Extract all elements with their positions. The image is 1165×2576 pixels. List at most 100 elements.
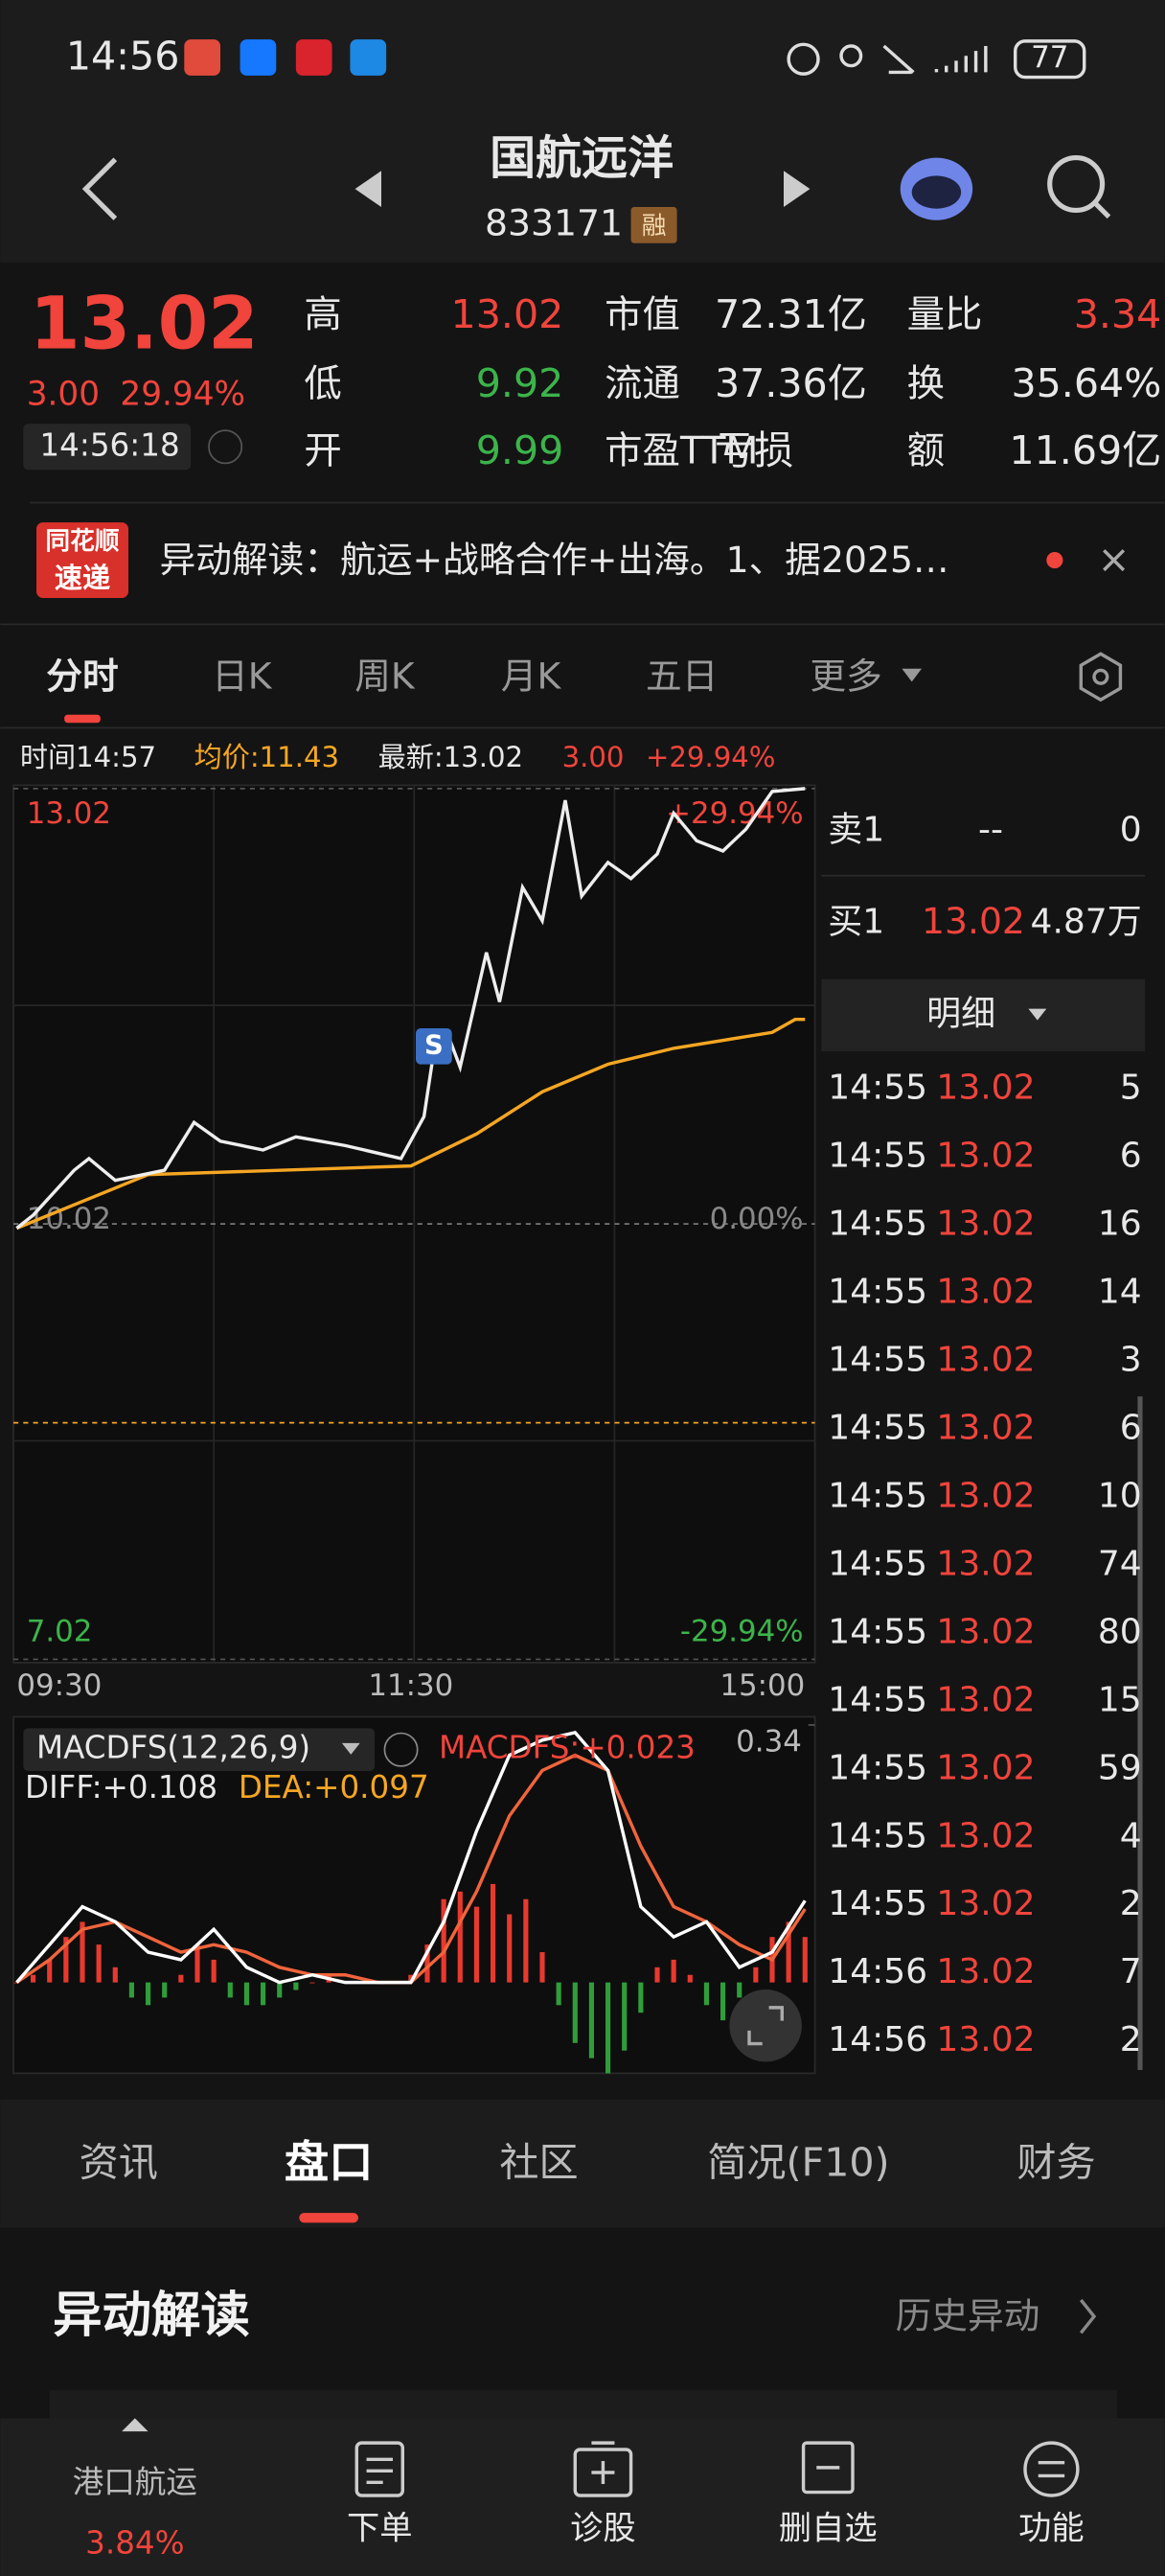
change: 3.00: [27, 376, 100, 414]
help-icon[interactable]: [383, 1732, 419, 1767]
signal-badge[interactable]: [416, 1027, 452, 1065]
trade-time: 14:55: [828, 1544, 927, 1583]
macd-title[interactable]: MACDFS(12,26,9): [36, 1730, 310, 1766]
trade-volume: 7: [1120, 1952, 1142, 1991]
stat-label: 市盈TTM: [605, 429, 758, 473]
trade-time: 14:55: [828, 1069, 927, 1108]
macd-bar: [128, 1982, 134, 1998]
ask-label: 卖1: [828, 810, 884, 849]
time-tick-label: 09:30: [16, 1668, 102, 1703]
close-icon[interactable]: [1103, 549, 1126, 572]
clock: 14:56: [66, 34, 180, 80]
badge: 融: [642, 212, 667, 241]
trade-volume: 10: [1098, 1476, 1142, 1515]
trade-time: 14:55: [828, 1884, 927, 1923]
trade-price: 13.02: [936, 1680, 1035, 1719]
price-line: [15, 787, 806, 1230]
trade-price: 13.02: [936, 1952, 1035, 1991]
nav-label[interactable]: 删自选: [779, 2509, 878, 2547]
stock-code: 833171: [485, 201, 623, 243]
section-tab[interactable]: 盘口: [285, 2136, 374, 2188]
section-tab[interactable]: 资讯: [80, 2139, 158, 2185]
dropdown-arrow: [1028, 1008, 1047, 1021]
trade-time: 14:55: [828, 1476, 927, 1515]
news-brand: 同花顺: [45, 527, 119, 556]
macd-bar: [96, 1944, 102, 1983]
bid-price: 13.02: [922, 900, 1025, 942]
card-edge: [49, 2390, 1118, 2424]
nav-label[interactable]: 下单: [347, 2509, 413, 2547]
trade-volume: 80: [1098, 1612, 1142, 1651]
trade-time: 14:55: [828, 1340, 927, 1379]
macd-bar: [802, 1937, 808, 1983]
trade-price: 13.02: [936, 1340, 1035, 1379]
diff-line: [15, 1730, 807, 1985]
info-avg: 均价:11.43: [194, 741, 339, 773]
trade-volume: 74: [1098, 1544, 1142, 1583]
section-tab[interactable]: 简况(F10): [707, 2139, 889, 2185]
chart-tab[interactable]: 周K: [354, 655, 416, 697]
sector-pct: 3.84%: [85, 2524, 184, 2561]
trade-price: 13.02: [936, 1612, 1035, 1651]
info-icon[interactable]: [208, 429, 243, 465]
trade-volume: 16: [1098, 1205, 1142, 1244]
ask-price: --: [978, 810, 1003, 849]
settings-icon[interactable]: [1079, 652, 1123, 702]
macd-bar: [146, 1982, 151, 2006]
trade-volume: 59: [1098, 1748, 1142, 1787]
stat-label: 额: [907, 429, 945, 473]
chart-tab[interactable]: 月K: [501, 655, 562, 697]
dea-label: DEA:+0.097: [239, 1769, 429, 1806]
info-change_pct: +29.94%: [646, 741, 775, 773]
chart-tab[interactable]: 日K: [212, 655, 273, 697]
section-indicator: [299, 2213, 358, 2223]
price-tick-label: 13.02: [27, 796, 111, 831]
chart-tab[interactable]: 分时: [46, 655, 118, 697]
macd-bar: [588, 1982, 594, 2058]
chart-tab[interactable]: 更多: [810, 655, 881, 697]
macd-bar: [211, 1959, 217, 1983]
macd-bar: [31, 1974, 36, 1983]
stat-label: 开: [304, 429, 341, 473]
news-text[interactable]: 异动解读：航运+战略合作+出海。1、据2025…: [160, 539, 949, 581]
trade-price: 13.02: [936, 1884, 1035, 1923]
stat-value: 亏损: [715, 427, 793, 473]
info-latest: 最新:13.02: [378, 741, 523, 773]
header-icons: [81, 155, 1111, 220]
detail-title[interactable]: 明细: [926, 994, 995, 1033]
ask-volume: 0: [1120, 810, 1142, 849]
stat-label: 量比: [907, 292, 983, 336]
trade-time: 14:55: [828, 1272, 927, 1311]
macd-bar: [162, 1982, 168, 1998]
stat-value: 11.69亿: [1009, 427, 1161, 473]
news-brand: 速递: [55, 562, 110, 594]
dropdown-arrow: [341, 1742, 360, 1755]
trade-volume: 4: [1120, 1816, 1142, 1855]
nav-label[interactable]: 功能: [1018, 2509, 1085, 2547]
chart-tab[interactable]: 五日: [646, 655, 718, 697]
expand-button[interactable]: [729, 1990, 802, 2062]
macd-bar: [491, 1883, 496, 1983]
news-logo: [36, 522, 128, 598]
unread-dot: [1046, 552, 1063, 569]
macd-frame: [12, 1715, 816, 2075]
section-tab[interactable]: 财务: [1017, 2139, 1095, 2185]
trade-time: 14:55: [828, 1748, 927, 1787]
sector-name[interactable]: 港口航运: [73, 2464, 197, 2500]
section-tab-bar: [0, 2099, 1165, 2228]
trade-price: 13.02: [936, 1476, 1035, 1515]
trade-price: 13.02: [936, 1272, 1035, 1311]
signal-text: S: [424, 1030, 444, 1060]
trade-time: 14:55: [828, 1205, 927, 1244]
history-link[interactable]: 历史异动: [896, 2294, 1040, 2336]
section-tab[interactable]: 社区: [499, 2139, 578, 2185]
macd-bar: [227, 1982, 233, 1998]
stat-value: 9.92: [476, 360, 564, 406]
macd-bar: [523, 1898, 529, 1983]
nav-label[interactable]: 诊股: [570, 2509, 636, 2547]
macd-bar: [687, 1974, 693, 1983]
macd-bar: [194, 1944, 200, 1983]
trade-price: 13.02: [936, 1408, 1035, 1447]
pct-tick-label: 0.00%: [710, 1202, 804, 1236]
